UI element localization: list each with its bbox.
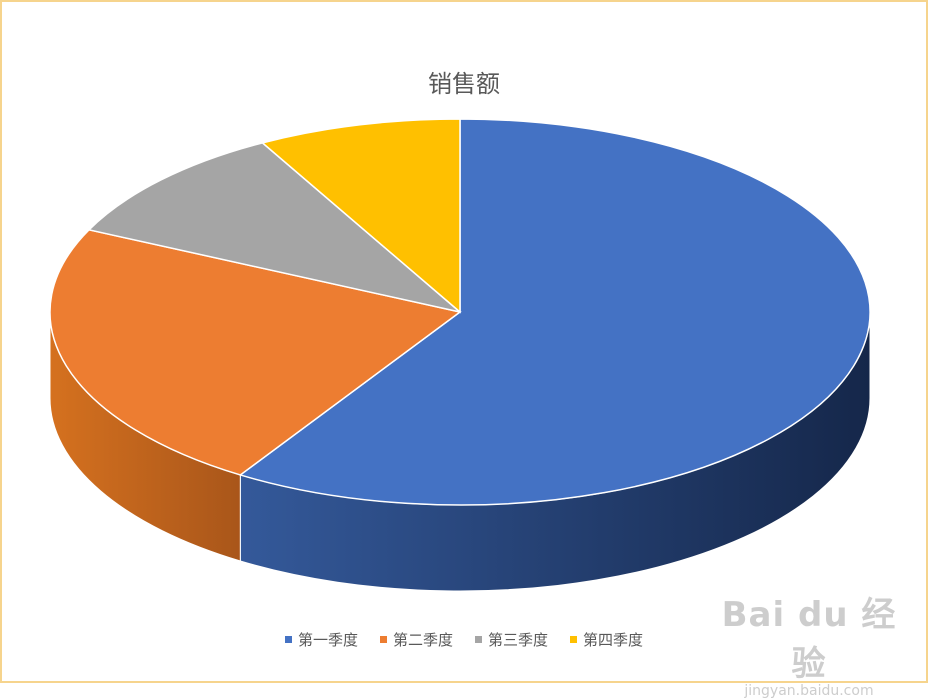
chart-legend: 第一季度 第二季度 第三季度 第四季度 bbox=[2, 629, 926, 650]
legend-item-4: 第四季度 bbox=[570, 629, 643, 650]
pie-slice-2 bbox=[49, 229, 462, 476]
legend-swatch-1 bbox=[284, 636, 292, 643]
legend-label-1: 第一季度 bbox=[297, 631, 358, 649]
baidu-jingyan-watermark: Bai du 经验 jingyan.baidu.com bbox=[714, 587, 904, 699]
legend-item-3: 第三季度 bbox=[475, 629, 548, 650]
legend-item-1: 第一季度 bbox=[284, 629, 358, 650]
legend-label-4: 第四季度 bbox=[583, 631, 644, 649]
legend-swatch-4 bbox=[570, 636, 578, 643]
legend-item-2: 第二季度 bbox=[379, 629, 453, 650]
chart-title: 销售额 bbox=[428, 70, 500, 98]
legend-swatch-2 bbox=[379, 636, 387, 643]
pie-slice-1 bbox=[238, 118, 871, 506]
legend-label-2: 第二季度 bbox=[392, 631, 453, 649]
pie-chart bbox=[49, 118, 871, 592]
pie-slice-3 bbox=[87, 142, 461, 313]
watermark-logo: Bai du 经验 bbox=[721, 595, 897, 684]
legend-swatch-3 bbox=[475, 636, 482, 643]
legend-label-3: 第三季度 bbox=[488, 631, 549, 649]
watermark-url: jingyan.baidu.com bbox=[744, 683, 874, 699]
pie-slice-4 bbox=[260, 118, 461, 314]
